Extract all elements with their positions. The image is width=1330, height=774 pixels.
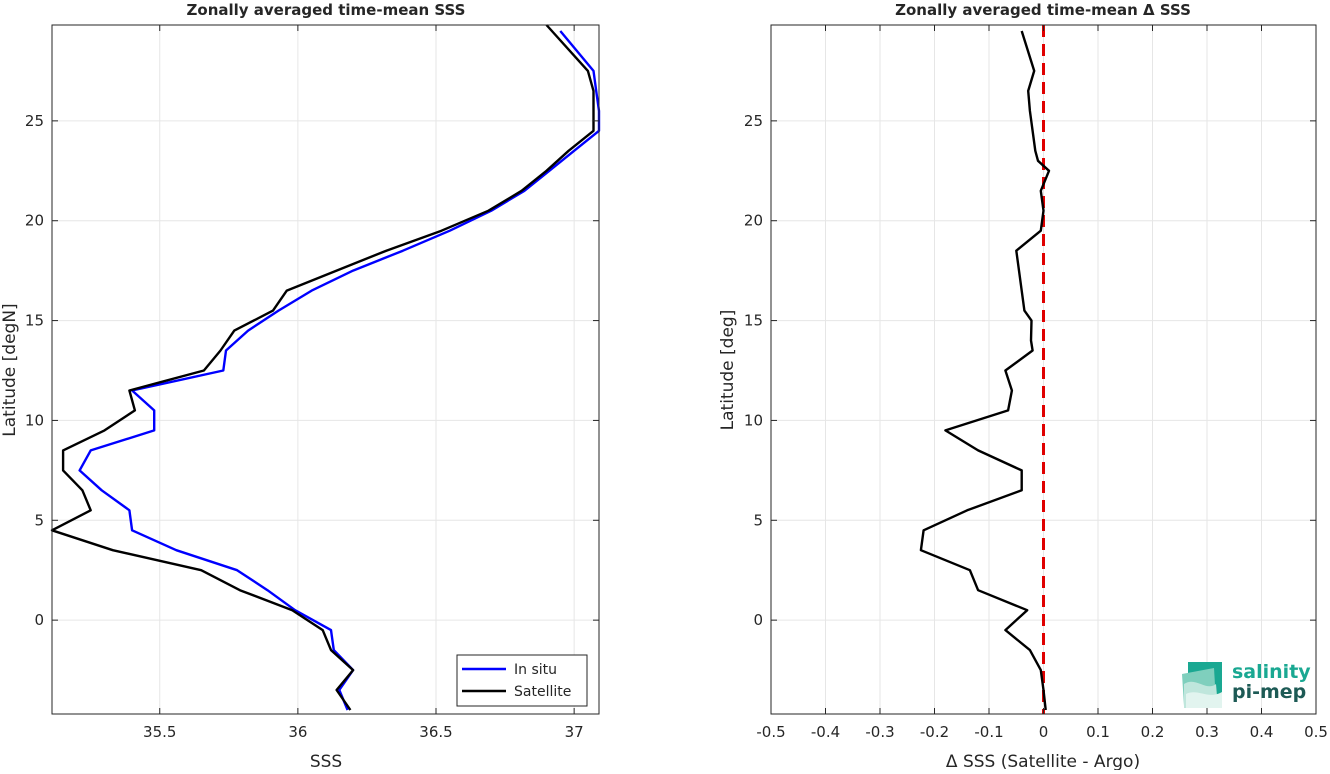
left-y-tick-label: 20 <box>25 212 44 230</box>
right-x-tick-label: 0.5 <box>1304 723 1328 741</box>
left-y-tick-label: 5 <box>34 511 44 529</box>
right-tick-labels: -0.5 -0.4 -0.3 -0.2 -0.1 0 0.1 0.2 0.3 0.4 0.5 0 5 10… <box>744 112 1328 741</box>
left-x-axis-label: SSS <box>310 752 342 770</box>
logo-text-pi-mep: pi-mep <box>1232 681 1306 703</box>
right-y-tick-label: 10 <box>744 411 763 429</box>
right-y-tick-label: 20 <box>744 212 763 230</box>
right-series-profile <box>919 30 1051 711</box>
left-y-tick-label: 10 <box>25 411 44 429</box>
right-series-lines <box>919 30 1051 711</box>
right-x-tick-label: 0.4 <box>1250 723 1274 741</box>
right-y-tick-label: 25 <box>744 112 763 130</box>
right-x-tick-label: -0.5 <box>756 723 785 741</box>
left-tick-labels: 35.5 36 36.5 37 0 5 10 15 20 25 <box>25 112 584 741</box>
left-series-in-situ <box>78 30 601 711</box>
delta-sss-panel: -0.5 -0.4 -0.3 -0.2 -0.1 0 0.1 0.2 0.3 0.4 0.5 0 5 10… <box>718 1 1328 772</box>
right-tick-marks <box>770 25 1317 714</box>
left-x-tick-label: 37 <box>565 723 584 741</box>
legend-label-satellite: Satellite <box>514 684 571 700</box>
right-x-tick-label: -0.3 <box>865 723 894 741</box>
right-x-axis-label: Δ SSS (Satellite - Argo) <box>946 752 1140 770</box>
legend-box <box>456 654 588 707</box>
legend: In situ Satellite <box>456 654 588 707</box>
left-series-lines <box>50 24 601 711</box>
right-chart-title: Zonally averaged time-mean Δ SSS <box>895 1 1191 19</box>
right-x-tick-label: 0 <box>1039 723 1049 741</box>
left-y-tick-label: 15 <box>25 312 44 330</box>
left-tick-marks <box>52 25 599 714</box>
salinity-pi-mep-logo: salinity pi-mep <box>1182 661 1311 708</box>
left-axes-frame <box>51 24 600 715</box>
right-y-tick-label: 5 <box>753 511 763 529</box>
logo-text-salinity: salinity <box>1232 661 1311 683</box>
left-y-axis-label: Latitude [degN] <box>0 303 20 436</box>
right-x-tick-label: -0.1 <box>974 723 1003 741</box>
right-y-tick-label: 15 <box>744 312 763 330</box>
left-chart-title: Zonally averaged time-mean SSS <box>187 1 466 19</box>
right-y-axis-label: Latitude [deg] <box>718 310 738 431</box>
left-y-tick-label: 0 <box>34 611 44 629</box>
left-y-tick-label: 25 <box>25 112 44 130</box>
left-x-tick-label: 36 <box>288 723 307 741</box>
right-x-tick-label: 0.2 <box>1141 723 1165 741</box>
right-x-tick-label: 0.3 <box>1195 723 1219 741</box>
right-x-tick-label: -0.4 <box>811 723 840 741</box>
left-x-tick-label: 35.5 <box>143 723 176 741</box>
sss-profile-panel: 35.5 36 36.5 37 0 5 10 15 20 25 Zonally averaged … <box>0 1 601 772</box>
right-x-tick-label: 0.1 <box>1086 723 1110 741</box>
left-gridlines <box>52 25 599 714</box>
logo-mark-icon <box>1182 662 1222 708</box>
legend-label-in-situ: In situ <box>514 662 557 678</box>
left-series-satellite <box>50 24 595 711</box>
right-x-tick-label: -0.2 <box>920 723 949 741</box>
left-x-tick-label: 36.5 <box>419 723 452 741</box>
right-y-tick-label: 0 <box>753 611 763 629</box>
